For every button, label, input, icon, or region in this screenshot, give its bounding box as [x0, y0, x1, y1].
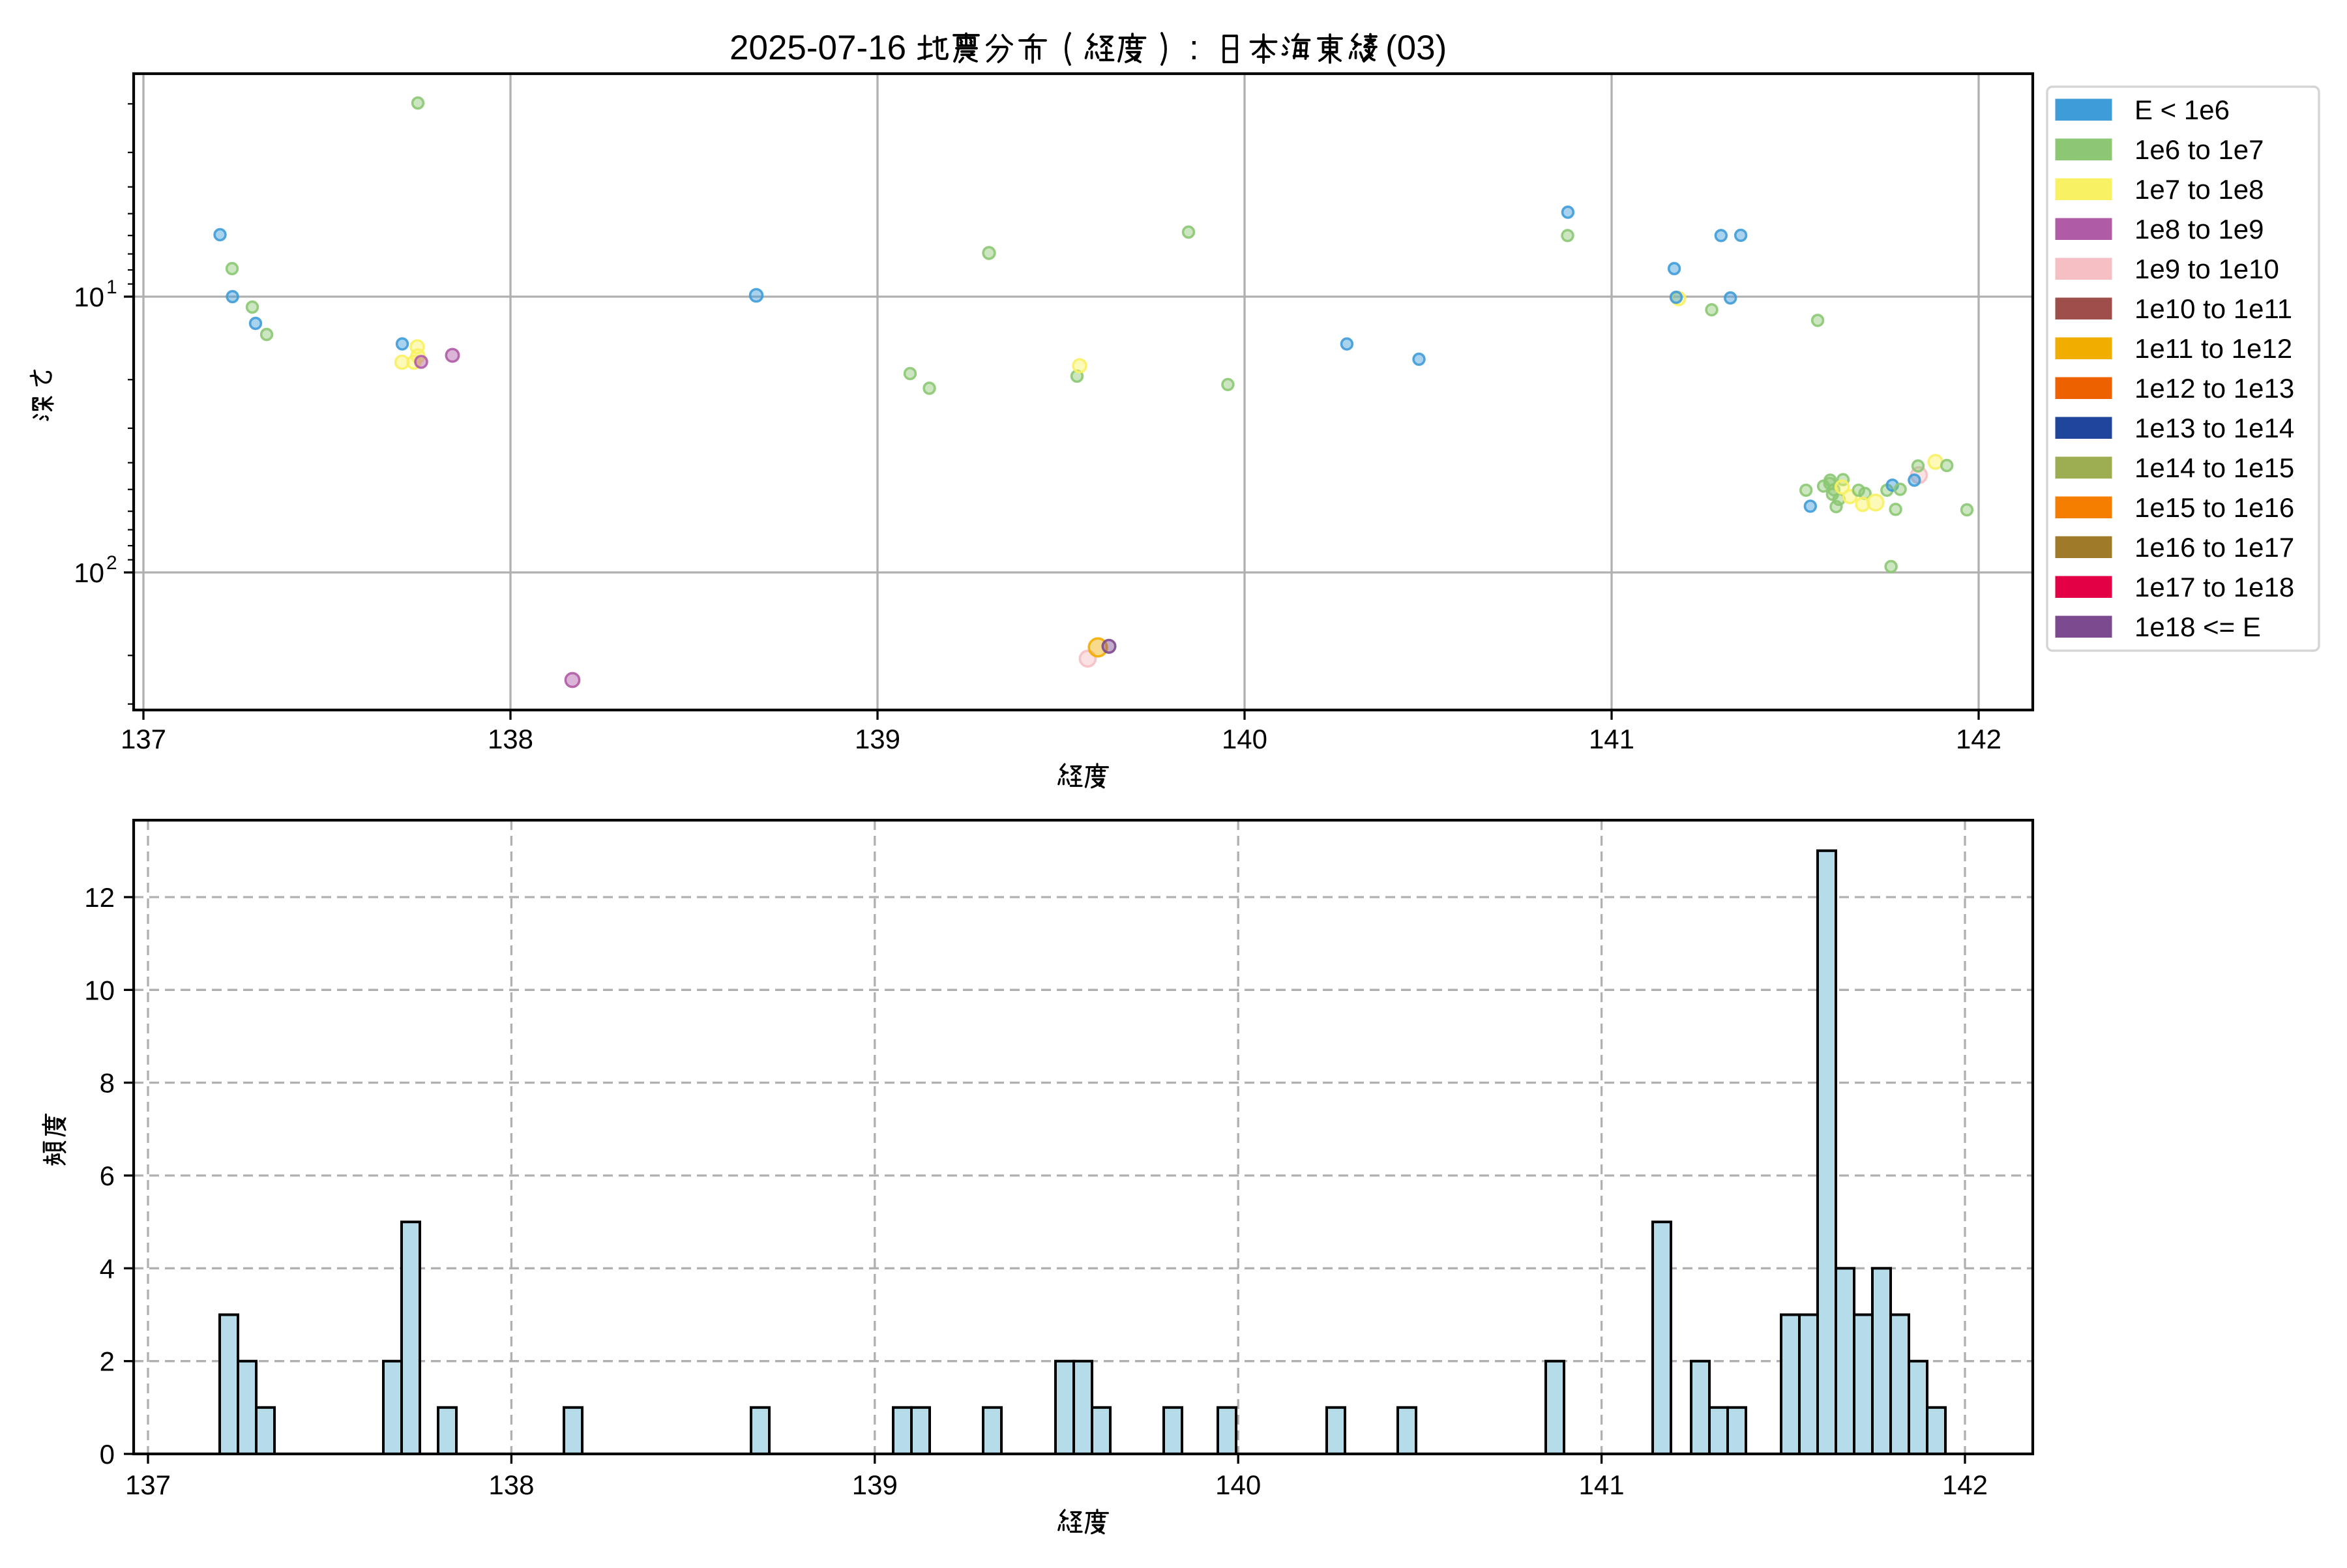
- svg-text:137: 137: [121, 724, 166, 754]
- svg-text::: :: [1189, 29, 1199, 67]
- svg-text:10: 10: [84, 975, 115, 1005]
- svg-text:1e15 to 1e16: 1e15 to 1e16: [2134, 492, 2294, 523]
- svg-text:1e12 to 1e13: 1e12 to 1e13: [2134, 373, 2294, 404]
- svg-text:137: 137: [125, 1470, 171, 1500]
- svg-text:138: 138: [488, 1470, 534, 1500]
- svg-text:8: 8: [100, 1068, 115, 1099]
- svg-text:2: 2: [106, 552, 117, 574]
- svg-text:1e9 to 1e10: 1e9 to 1e10: [2134, 254, 2279, 284]
- svg-text:142: 142: [1942, 1470, 1988, 1500]
- svg-text:139: 139: [852, 1470, 898, 1500]
- svg-text:1: 1: [106, 276, 117, 298]
- svg-text:142: 142: [1956, 724, 2001, 754]
- svg-text:1e6 to 1e7: 1e6 to 1e7: [2134, 134, 2264, 165]
- svg-text:2: 2: [100, 1346, 115, 1377]
- svg-text:1e16 to 1e17: 1e16 to 1e17: [2134, 532, 2294, 563]
- svg-text:141: 141: [1589, 724, 1634, 754]
- svg-text:(03): (03): [1385, 29, 1447, 67]
- svg-text:4: 4: [100, 1253, 115, 1284]
- svg-text:1e10 to 1e11: 1e10 to 1e11: [2134, 293, 2292, 324]
- svg-text:6: 6: [100, 1161, 115, 1191]
- svg-text:1e17 to 1e18: 1e17 to 1e18: [2134, 572, 2294, 602]
- svg-text:1e13 to 1e14: 1e13 to 1e14: [2134, 413, 2294, 443]
- svg-text:10: 10: [74, 557, 104, 588]
- svg-text:1e11 to 1e12: 1e11 to 1e12: [2134, 333, 2292, 364]
- svg-text:138: 138: [488, 724, 533, 754]
- svg-text:1e7 to 1e8: 1e7 to 1e8: [2134, 174, 2264, 205]
- svg-text:1e18 <= E: 1e18 <= E: [2134, 612, 2261, 642]
- svg-text:141: 141: [1579, 1470, 1625, 1500]
- svg-text:1e14 to 1e15: 1e14 to 1e15: [2134, 452, 2294, 483]
- svg-text:0: 0: [100, 1439, 115, 1470]
- svg-text:12: 12: [84, 882, 115, 913]
- svg-text:10: 10: [74, 282, 104, 312]
- svg-text:E < 1e6: E < 1e6: [2134, 95, 2230, 125]
- svg-text:140: 140: [1222, 724, 1267, 754]
- svg-text:139: 139: [855, 724, 900, 754]
- svg-text:2025-07-16: 2025-07-16: [730, 29, 906, 67]
- svg-text:140: 140: [1215, 1470, 1261, 1500]
- svg-text:1e8 to 1e9: 1e8 to 1e9: [2134, 214, 2264, 244]
